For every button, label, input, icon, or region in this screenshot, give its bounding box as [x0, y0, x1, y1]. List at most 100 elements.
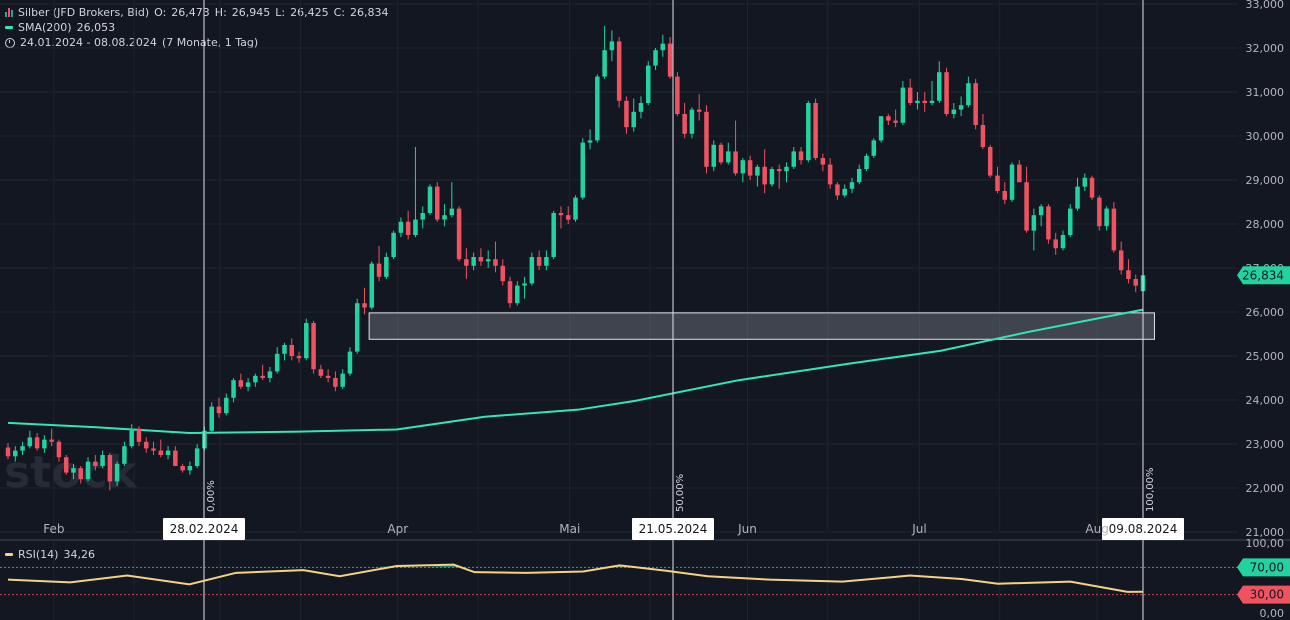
candle: [696, 94, 702, 121]
price-tick-label: 28,000: [1246, 218, 1285, 231]
candle: [362, 287, 367, 315]
candle-body: [987, 147, 993, 176]
legend-h-label: H:: [214, 6, 227, 19]
rsi-tick-label: 100,00: [1246, 537, 1285, 550]
candle-body: [1002, 191, 1008, 200]
candle-body: [849, 182, 855, 189]
date-marker-box: [1102, 518, 1184, 540]
candle: [245, 378, 251, 392]
candle: [5, 443, 11, 460]
candle: [500, 259, 505, 286]
price-tick-label: 25,000: [1246, 350, 1285, 363]
candle: [944, 67, 949, 117]
candle: [71, 463, 76, 480]
candle: [755, 164, 760, 187]
candle-body: [274, 353, 280, 372]
candle: [529, 252, 535, 286]
candle: [1009, 162, 1015, 202]
candle: [1060, 230, 1066, 251]
candle-body: [893, 120, 898, 123]
candle: [165, 446, 171, 460]
candle-body: [1038, 206, 1044, 216]
candle-body: [595, 76, 600, 141]
candle-body: [667, 43, 673, 77]
candle-body: [435, 186, 440, 220]
candle-body: [609, 41, 615, 51]
rsi-legend-value: 34,26: [63, 548, 95, 561]
candle: [1067, 204, 1073, 238]
candle: [507, 276, 513, 308]
candle: [151, 441, 156, 455]
candle-body: [631, 111, 636, 128]
candle-body: [573, 197, 578, 220]
candle-body: [820, 158, 826, 165]
candle: [1038, 204, 1044, 227]
candle: [274, 347, 280, 374]
candle-body: [1111, 208, 1117, 251]
candle: [180, 463, 185, 473]
candle-body: [456, 208, 462, 260]
candle-body: [384, 257, 389, 277]
candle: [573, 195, 578, 222]
candle-body: [842, 188, 847, 196]
date-marker-label: 21.05.2024: [639, 522, 708, 536]
candle-body: [638, 103, 644, 112]
candle: [1075, 177, 1080, 211]
candle-body: [776, 169, 782, 172]
candle-body: [660, 43, 666, 51]
candle-body: [187, 466, 193, 471]
candle-body: [85, 461, 91, 480]
candle-body: [245, 382, 251, 387]
candle: [391, 230, 396, 260]
last-price-tag: [1237, 266, 1290, 285]
candle: [107, 452, 113, 491]
candle-body: [995, 175, 1000, 191]
candle-body: [231, 380, 236, 398]
candle: [56, 439, 62, 462]
candle: [1002, 182, 1008, 205]
rsi-level-tag: [1237, 585, 1290, 604]
candle: [354, 298, 360, 354]
candle: [551, 210, 556, 260]
candle-body: [63, 457, 69, 473]
candle: [238, 373, 244, 389]
time-tick-label: Mai: [559, 522, 580, 536]
candle: [493, 241, 498, 273]
candle-body: [871, 140, 877, 156]
candle-body: [907, 87, 913, 103]
candle: [762, 149, 767, 194]
candle: [682, 103, 687, 139]
candle: [13, 446, 18, 462]
candles-icon: [5, 8, 13, 17]
legend-range-detail: (7 Monate, 1 Tag): [161, 36, 259, 49]
time-axis: Feb Apr Mai Jun Jul Aug: [43, 522, 1109, 536]
candle-body: [49, 439, 54, 442]
candle: [311, 320, 316, 374]
candle-body: [747, 160, 753, 176]
rsi-pane: 0,00 100,00 30,00 70,00: [0, 537, 1290, 620]
candle: [653, 48, 658, 70]
candle-body: [580, 142, 586, 198]
price-tick-label: 30,000: [1246, 130, 1285, 143]
candle-body: [1089, 177, 1095, 198]
candle-body: [413, 219, 418, 235]
candle-body: [784, 166, 789, 172]
candle-body: [1060, 235, 1066, 249]
candle: [565, 206, 571, 224]
candle: [224, 393, 229, 416]
candle-body: [973, 83, 978, 125]
candle: [173, 446, 178, 466]
legend-title-row: Silber (JFD Brokers, Bid) O: 26,473 H: 26,…: [5, 5, 389, 20]
candle-body: [114, 463, 120, 482]
candle-body: [354, 303, 360, 352]
candle-body: [296, 356, 302, 359]
candle-body: [136, 428, 142, 442]
candle: [726, 142, 731, 165]
candle: [405, 210, 411, 240]
rsi-level-tag: [1237, 558, 1290, 577]
legend-l: 26,425: [290, 6, 329, 19]
candle-body: [471, 257, 476, 266]
candle-body: [1082, 177, 1088, 187]
date-marker-box: [632, 518, 714, 540]
